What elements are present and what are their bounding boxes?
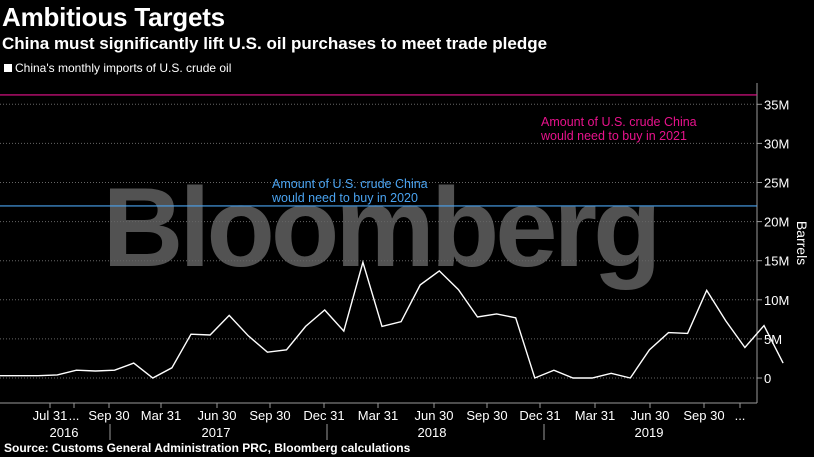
target-2021-line-label: would need to buy in 2021 xyxy=(540,129,687,143)
legend-swatch xyxy=(4,64,12,72)
y-tick-label: 30M xyxy=(764,136,789,151)
x-tick-label: Jun 30 xyxy=(414,408,453,423)
target-2020-line-label: Amount of U.S. crude China xyxy=(272,177,428,191)
target-2021-line-label: Amount of U.S. crude China xyxy=(541,115,697,129)
year-label: 2017 xyxy=(202,425,231,440)
x-tick-label: Jul 31 xyxy=(33,408,68,423)
legend: China's monthly imports of U.S. crude oi… xyxy=(4,61,231,75)
bloomberg-watermark: Bloomberg xyxy=(102,165,657,290)
x-tick-label: Dec 31 xyxy=(303,408,344,423)
source-note: Source: Customs General Administration P… xyxy=(4,441,411,455)
x-tick-label: Sep 30 xyxy=(466,408,507,423)
x-tick-label: Sep 30 xyxy=(249,408,290,423)
y-tick-label: 35M xyxy=(764,97,789,112)
y-tick-label: 0 xyxy=(764,371,771,386)
y-tick-label: 10M xyxy=(764,293,789,308)
y-tick-label: 15M xyxy=(764,254,789,269)
y-tick-label: 25M xyxy=(764,176,789,191)
y-axis-label: Barrels xyxy=(794,221,810,265)
x-tick-label: ... xyxy=(735,408,746,423)
x-tick-label: Mar 31 xyxy=(141,408,181,423)
x-tick-label: Sep 30 xyxy=(88,408,129,423)
legend-label: China's monthly imports of U.S. crude oi… xyxy=(15,61,232,75)
x-tick-label: Jun 30 xyxy=(197,408,236,423)
year-label: 2019 xyxy=(635,425,664,440)
x-tick-label: Jun 30 xyxy=(630,408,669,423)
series-line xyxy=(0,259,784,379)
year-label: 2018 xyxy=(418,425,447,440)
target-2020-line-label: would need to buy in 2020 xyxy=(271,191,418,205)
y-tick-label: 20M xyxy=(764,215,789,230)
chart-subtitle: China must significantly lift U.S. oil p… xyxy=(2,34,548,53)
x-tick-label: Mar 31 xyxy=(358,408,398,423)
year-label: 2016 xyxy=(50,425,79,440)
x-tick-label: Dec 31 xyxy=(519,408,560,423)
x-tick-label: Mar 31 xyxy=(575,408,615,423)
x-tick-label: Sep 30 xyxy=(683,408,724,423)
x-tick-label: ... xyxy=(69,408,80,423)
chart-title: Ambitious Targets xyxy=(2,2,225,32)
